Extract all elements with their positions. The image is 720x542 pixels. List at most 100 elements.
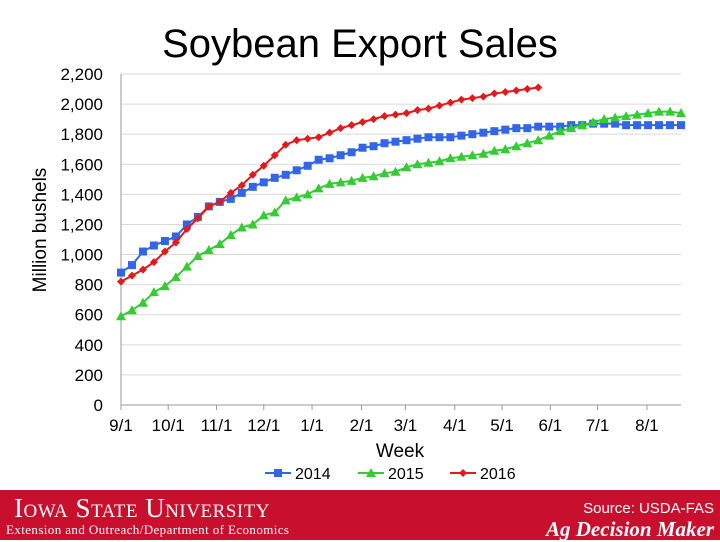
data-point-2016 (424, 104, 433, 113)
x-tick-label: 7/1 (586, 416, 610, 435)
data-point-2014 (534, 122, 543, 131)
data-point-2015 (269, 207, 280, 217)
x-tick-label: 8/1 (635, 416, 659, 435)
data-point-2014 (666, 121, 675, 130)
data-point-2014 (369, 142, 378, 151)
data-point-2015 (346, 175, 357, 185)
y-tick-label: 400 (75, 336, 103, 355)
data-point-2015 (126, 305, 137, 315)
data-point-2016 (117, 277, 125, 286)
data-point-2014 (545, 122, 554, 131)
x-tick-label: 6/1 (539, 416, 563, 435)
data-point-2016 (237, 181, 246, 190)
data-point-2016 (490, 89, 499, 98)
data-point-2014 (644, 121, 653, 130)
x-tick-label: 4/1 (443, 416, 467, 435)
data-point-2015 (357, 172, 368, 182)
data-point-2014 (413, 134, 422, 143)
data-point-2015 (632, 109, 643, 119)
x-tick-label: 10/1 (152, 416, 185, 435)
data-point-2015 (423, 157, 434, 167)
data-point-2015 (621, 111, 632, 121)
data-point-2015 (291, 192, 302, 202)
legend-item-2014: 2014 (265, 466, 331, 483)
data-point-2014 (512, 124, 521, 133)
legend-swatch-marker (274, 469, 282, 477)
data-point-2014 (468, 130, 477, 139)
data-point-2015 (148, 287, 159, 297)
data-point-2014 (380, 139, 389, 148)
data-point-2014 (677, 121, 685, 130)
legend-label: 2015 (388, 466, 424, 483)
data-point-2015 (599, 114, 610, 124)
data-point-2015 (116, 311, 126, 321)
data-point-2016 (413, 106, 422, 115)
data-point-2016 (215, 197, 224, 206)
data-point-2014 (226, 194, 235, 203)
y-axis-title: Million bushels (30, 168, 51, 293)
data-point-2015 (478, 148, 489, 158)
data-point-2015 (676, 108, 686, 118)
data-point-2016 (204, 202, 213, 211)
source-note: Source: USDA-FAS (583, 500, 714, 517)
data-point-2016 (182, 224, 191, 233)
legend-label: 2014 (295, 466, 331, 483)
data-point-2016 (160, 247, 169, 256)
data-point-2015 (566, 123, 577, 133)
x-tick-label: 2/1 (350, 416, 374, 435)
data-point-2015 (170, 272, 181, 282)
series-line-2015 (120, 110, 682, 318)
data-point-2014 (160, 237, 169, 246)
legend-item-2016: 2016 (450, 466, 516, 483)
data-point-2014 (314, 155, 323, 164)
data-point-2015 (665, 106, 676, 116)
data-point-2014 (402, 136, 411, 145)
y-tick-label: 2,000 (60, 95, 103, 114)
y-tick-label: 1,000 (60, 246, 103, 265)
data-point-2015 (533, 135, 544, 145)
data-point-2014 (336, 151, 345, 160)
data-point-2014 (303, 161, 312, 170)
series-layer (116, 83, 686, 321)
data-point-2014 (149, 241, 158, 250)
data-point-2015 (555, 126, 566, 136)
data-point-2016 (446, 98, 455, 107)
y-tick-label: 800 (75, 276, 103, 295)
data-point-2014 (138, 247, 147, 256)
x-tick-label: 3/1 (394, 416, 418, 435)
data-point-2015 (379, 168, 390, 178)
y-tick-label: 200 (75, 366, 103, 385)
data-point-2015 (445, 153, 456, 163)
grid-lines (121, 73, 681, 406)
data-point-2014 (655, 121, 664, 130)
data-point-2015 (610, 112, 621, 122)
data-point-2016 (468, 94, 477, 103)
data-point-2015 (401, 162, 412, 172)
data-point-2015 (225, 229, 236, 239)
data-point-2014 (358, 143, 367, 152)
data-point-2016 (226, 188, 235, 197)
data-point-2016 (457, 95, 466, 104)
legend-label: 2016 (480, 466, 516, 483)
footer-bar: Iowa State University Extension and Outr… (0, 490, 720, 541)
data-point-2015 (500, 144, 511, 154)
data-point-2015 (654, 106, 665, 116)
data-point-2014 (292, 166, 301, 175)
university-wordmark: Iowa State University (14, 493, 270, 523)
brand-wordmark: Ag Decision Maker (546, 517, 714, 541)
data-point-2016 (193, 214, 202, 223)
data-point-2016 (270, 151, 279, 160)
y-tick-label: 2,200 (60, 65, 103, 84)
data-point-2015 (247, 219, 258, 229)
data-point-2015 (214, 239, 225, 249)
data-point-2016 (303, 134, 312, 143)
data-point-2015 (236, 222, 247, 232)
data-point-2016 (336, 124, 345, 133)
series-2015 (116, 106, 686, 321)
y-tick-label: 1,200 (60, 215, 103, 234)
x-tick-label: 12/1 (247, 416, 280, 435)
x-axis: 9/1 10/1 11/1 12/1 1/1 2/1 3/1 4/1 5/1 6/1 7/1 8/1 (109, 404, 681, 435)
data-point-2014 (347, 148, 356, 157)
soybean-export-chart: 0 200 400 600 800 1,000 1,200 1,400 1,600 1,800 2,… (30, 65, 686, 483)
data-point-2014 (391, 137, 400, 146)
